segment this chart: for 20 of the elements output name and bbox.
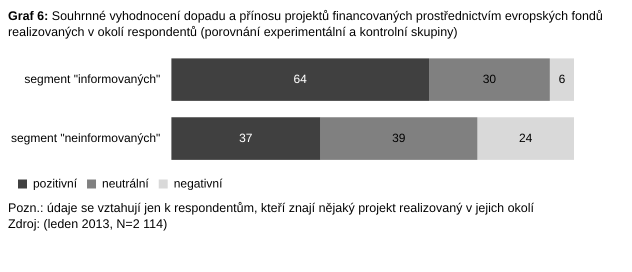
y-tick-label: segment "neinformovaných"	[10, 130, 160, 145]
text: Pozn.: údaje se vztahují jen k respondentům, kteří znají nějaký projekt realizovaný v jejich okolí	[8, 200, 535, 216]
data-label: 64	[293, 72, 308, 86]
data-label: 6	[558, 72, 566, 86]
text: Zdroj: (leden 2013, N=2 114)	[8, 216, 168, 232]
bar	[477, 117, 574, 160]
bar	[320, 117, 478, 160]
data-label: 37	[239, 130, 253, 145]
data-label: 30	[482, 72, 496, 86]
legend-label: pozitivní	[33, 176, 78, 190]
data-label: 24	[518, 130, 533, 145]
y-tick-label: segment "informovaných"	[24, 72, 160, 86]
bar	[171, 58, 430, 101]
data-label: 39	[392, 130, 406, 145]
bar	[171, 117, 320, 160]
chart-title: Graf 6: Souhrnné vyhodnocení dopadu a přínosu projektů financovaných prostřednictvím evropských fondů realizovaných v okolí respondentů (porovnání experimentální a kontrolní skupiny)	[8, 9, 603, 39]
legend-label: neutrální	[102, 176, 150, 190]
bar	[429, 58, 550, 101]
legend-label: negativní	[174, 176, 224, 190]
bar	[550, 58, 574, 101]
